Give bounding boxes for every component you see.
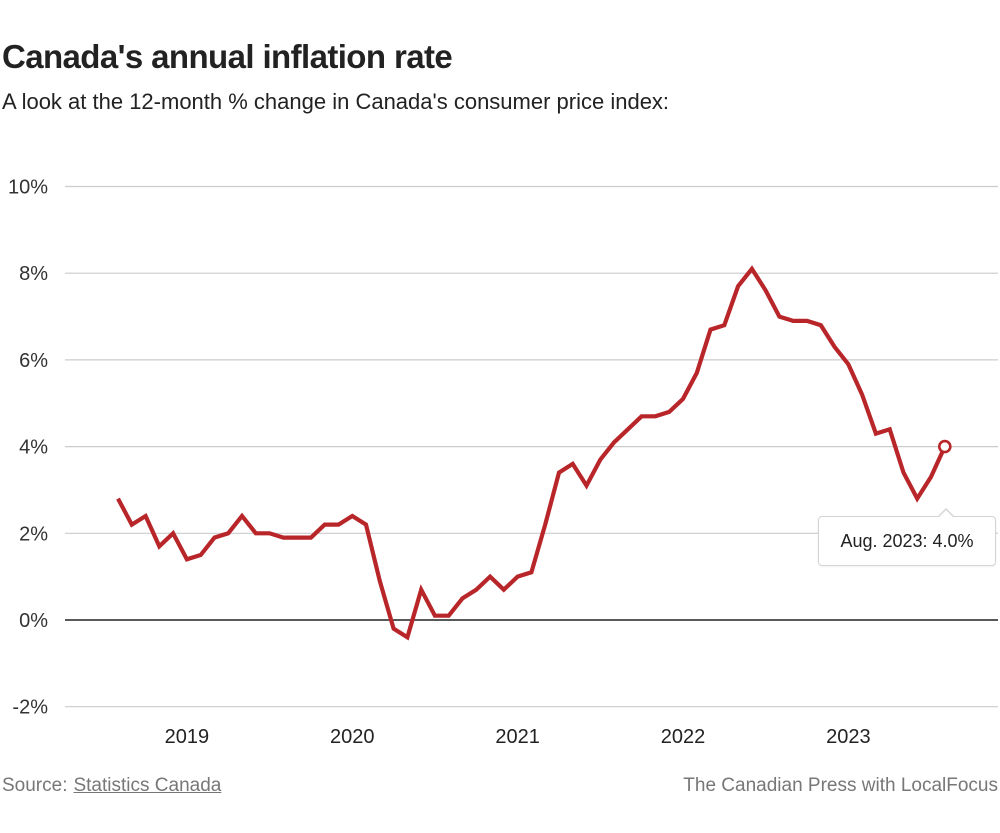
y-tick-label: 4% [19,437,48,459]
source-link[interactable]: Statistics Canada [73,775,222,796]
y-tick-label: 0% [19,610,48,632]
source-line: Source: Statistics Canada [2,775,221,797]
line-chart: -2% 0% 2% 4% 6% 8% 10% 2019 2020 2021 2022 2023 [8,177,998,748]
data-tooltip: Aug. 2023: 4.0% [818,516,996,566]
x-tick-label: 2021 [495,726,540,748]
highlight-point-marker[interactable] [937,439,952,454]
credit-line: The Canadian Press with LocalFocus [683,775,998,796]
y-tick-label: 10% [8,177,48,199]
x-tick-label: 2020 [330,726,375,748]
tooltip-pointer-fill [939,510,953,517]
gridlines [65,185,998,708]
y-axis-ticks: -2% 0% 2% 4% 6% 8% 10% [8,177,48,719]
x-tick-label: 2023 [826,726,871,748]
chart-title: Canada's annual inflation rate [2,38,453,75]
y-tick-label: -2% [12,697,48,719]
chart-subtitle: A look at the 12-month % change in Canad… [2,89,670,114]
x-tick-label: 2019 [165,726,210,748]
series-line [116,265,947,641]
y-tick-label: 8% [19,263,48,285]
series-layer [116,265,952,641]
x-axis-ticks: 2019 2020 2021 2022 2023 [165,726,871,748]
y-tick-label: 2% [19,523,48,545]
source-label: Source: [2,775,68,796]
x-tick-label: 2022 [661,726,706,748]
y-tick-label: 6% [19,350,48,372]
